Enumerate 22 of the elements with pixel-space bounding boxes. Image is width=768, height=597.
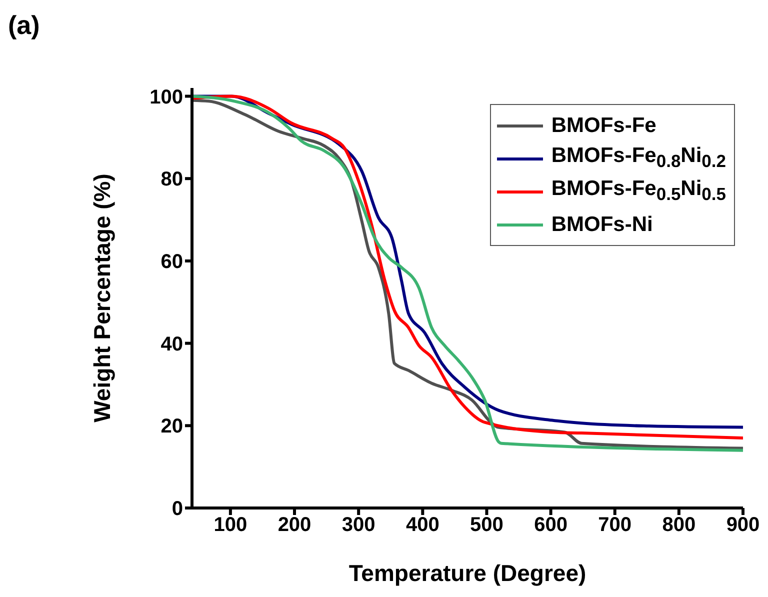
y-axis-title: Weight Percentage (%)	[89, 174, 116, 422]
chart-title: (a)	[8, 10, 40, 41]
legend-label: BMOFs-Ni	[551, 212, 653, 236]
x-tick-label: 200	[278, 514, 312, 536]
y-tick-label: 0	[172, 498, 183, 520]
x-tick-label: 600	[534, 514, 568, 536]
x-tick-label: 700	[598, 514, 632, 536]
x-tick-label: 100	[214, 514, 248, 536]
y-tick-label: 60	[160, 251, 183, 274]
y-tick-label: 100	[150, 86, 183, 108]
x-tick-label: 900	[726, 514, 760, 536]
legend-label: BMOFs-Fe$_{0.8}$Ni$_{0.2}$	[551, 144, 726, 173]
y-tick-label: 20	[160, 416, 183, 438]
x-tick-label: 400	[406, 514, 440, 536]
y-tick-label: 40	[160, 333, 183, 356]
x-tick-label: 800	[662, 514, 696, 536]
x-axis-title: Temperature (Degree)	[348, 560, 586, 586]
legend-label: BMOFs-Fe$_{0.5}$Ni$_{0.5}$	[551, 177, 726, 206]
x-tick-label: 500	[470, 514, 504, 536]
y-tick-label: 80	[160, 168, 183, 191]
x-tick-label: 300	[342, 514, 376, 536]
legend-label: BMOFs-Fe	[551, 114, 656, 138]
